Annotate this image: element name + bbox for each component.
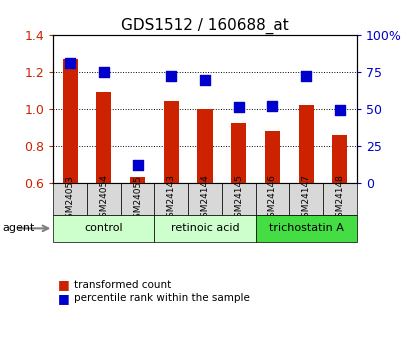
FancyBboxPatch shape	[87, 183, 120, 215]
Bar	[63, 59, 78, 183]
FancyBboxPatch shape	[322, 183, 356, 215]
Bar	[197, 109, 212, 183]
Text: percentile rank within the sample: percentile rank within the sample	[74, 294, 249, 303]
Text: GSM24148: GSM24148	[335, 175, 344, 224]
Bar	[231, 124, 246, 183]
Title: GDS1512 / 160688_at: GDS1512 / 160688_at	[121, 18, 288, 34]
Text: GSM24143: GSM24143	[166, 175, 175, 224]
Bar	[96, 92, 111, 183]
FancyBboxPatch shape	[154, 183, 188, 215]
Text: GSM24146: GSM24146	[267, 175, 276, 224]
Text: GSM24054: GSM24054	[99, 175, 108, 224]
Point	[100, 69, 107, 74]
Point	[235, 105, 241, 110]
Point	[302, 73, 309, 79]
FancyBboxPatch shape	[188, 183, 221, 215]
Bar	[163, 101, 178, 183]
Text: GSM24144: GSM24144	[200, 175, 209, 224]
Text: control: control	[84, 223, 123, 233]
Bar	[130, 177, 145, 183]
FancyBboxPatch shape	[53, 215, 154, 242]
Text: ■: ■	[57, 292, 69, 305]
FancyBboxPatch shape	[255, 215, 356, 242]
Text: GSM24147: GSM24147	[301, 175, 310, 224]
Text: transformed count: transformed count	[74, 280, 171, 289]
Bar	[298, 105, 313, 183]
Bar	[331, 135, 346, 183]
Text: GSM24145: GSM24145	[234, 175, 243, 224]
Point	[134, 162, 141, 168]
FancyBboxPatch shape	[289, 183, 322, 215]
Point	[168, 73, 174, 79]
Text: GSM24055: GSM24055	[133, 175, 142, 224]
Bar	[264, 131, 279, 183]
Text: retinoic acid: retinoic acid	[170, 223, 239, 233]
FancyBboxPatch shape	[255, 183, 289, 215]
Text: GSM24053: GSM24053	[65, 175, 74, 224]
FancyBboxPatch shape	[221, 183, 255, 215]
Text: trichostatin A: trichostatin A	[268, 223, 343, 233]
Point	[268, 103, 275, 108]
FancyBboxPatch shape	[53, 183, 87, 215]
Point	[67, 60, 73, 66]
Text: agent: agent	[2, 223, 34, 233]
Text: ■: ■	[57, 278, 69, 291]
FancyBboxPatch shape	[154, 215, 255, 242]
Point	[336, 107, 342, 113]
FancyBboxPatch shape	[120, 183, 154, 215]
Point	[201, 78, 208, 83]
